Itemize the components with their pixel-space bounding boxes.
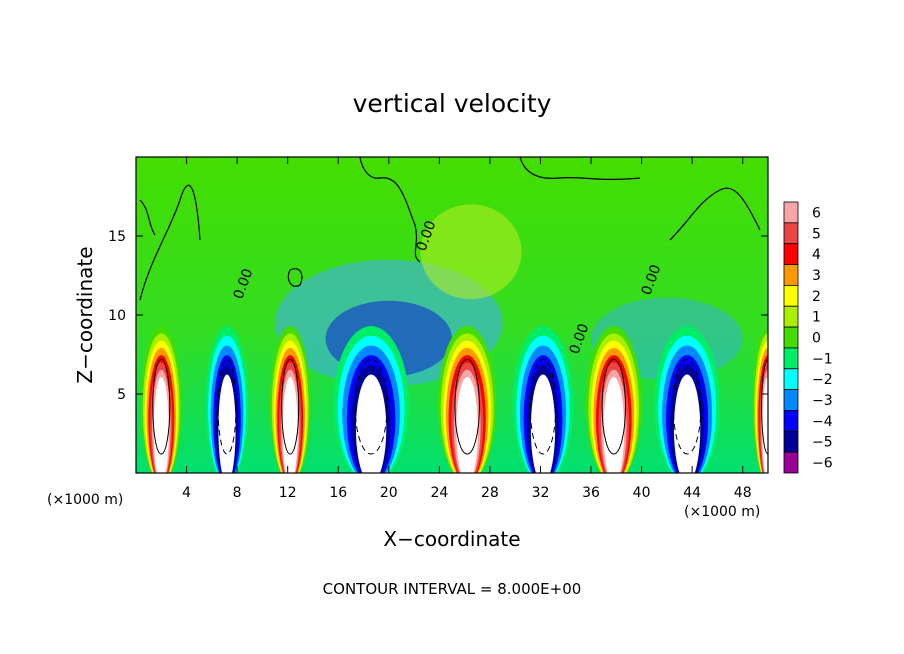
plot-area: 0.000.000.000.00 (135, 156, 769, 474)
colorbar-swatch (783, 410, 799, 432)
colorbar-label: −1 (812, 351, 833, 367)
x-tick-label: 16 (329, 485, 347, 501)
cell-ring (673, 374, 701, 473)
colorbar: 6 5 4 3 2 1 0 −1 −2 −3 −4 −5 −6 (783, 201, 833, 474)
cell-updraft-5 (438, 326, 497, 473)
zero-contour (287, 268, 303, 287)
cell-contour (761, 358, 768, 455)
colorbar-label: 4 (812, 247, 821, 263)
colorbar-swatch (783, 243, 799, 265)
cell-ring (153, 376, 169, 473)
cell-ring (218, 374, 236, 473)
colorbar-swatch (783, 389, 799, 411)
cell-contour (281, 358, 300, 455)
colorbar-swatch (783, 284, 799, 307)
colorbar-swatch (783, 326, 799, 349)
y-axis-label: Z−coordinate (73, 246, 97, 383)
cell-contour (152, 358, 171, 455)
cell-updraft-1 (141, 326, 182, 473)
cell-contour (601, 358, 626, 455)
colorbar-swatch (783, 430, 799, 453)
x-tick-label: 40 (633, 485, 651, 501)
colorbar-label: 2 (812, 289, 821, 305)
colorbar-label: −6 (812, 456, 833, 472)
cell-ring (530, 374, 556, 473)
x-tick-label: 4 (182, 485, 191, 501)
x-axis: 4 8 12 16 20 24 28 32 36 40 44 48 (182, 157, 752, 501)
cell-downdraft-6 (512, 326, 574, 473)
colorbar-swatch (783, 368, 799, 391)
y-tick-label: 15 (108, 229, 126, 245)
x-tick-label: 8 (233, 485, 242, 501)
cell-ring (603, 376, 625, 473)
colorbar-label: −3 (812, 393, 833, 409)
cell-ring (355, 374, 387, 473)
colorbar-label: −4 (812, 414, 833, 430)
cell-ring (282, 376, 298, 473)
cell-contour (217, 358, 237, 455)
contour-interval-note: CONTOUR INTERVAL = 8.000E+00 (323, 580, 582, 598)
x-tick-label: 36 (582, 485, 600, 501)
chart-title: vertical velocity (353, 89, 552, 118)
haze-yellow (420, 204, 522, 300)
x-tick-label: 20 (380, 485, 398, 501)
x-tick-label: 32 (532, 485, 550, 501)
colorbar-label: 0 (812, 331, 821, 347)
cell-updraft-7 (585, 326, 642, 473)
x-tick-label: 48 (734, 485, 752, 501)
x-tick-label: 24 (430, 485, 448, 501)
zero-contour (139, 184, 201, 301)
x-unit-label-right: (×1000 m) (684, 504, 760, 520)
cell-ring (762, 376, 768, 473)
colorbar-label: −2 (812, 372, 833, 388)
zero-contour (669, 187, 761, 241)
colorbar-swatch (783, 222, 799, 245)
y-tick-label: 10 (108, 308, 126, 324)
colorbar-label: 5 (812, 226, 821, 242)
cell-contour (454, 358, 480, 455)
cell-contour (672, 358, 702, 455)
colorbar-label: 3 (812, 268, 821, 284)
cell-downdraft-2 (205, 326, 249, 473)
colorbar-swatch (783, 347, 799, 370)
x-tick-label: 44 (683, 485, 701, 501)
cell-downdraft-4 (333, 326, 410, 473)
colorbar-swatch (783, 201, 799, 224)
zero-contour (519, 157, 641, 180)
colorbar-swatch (783, 451, 799, 474)
colorbar-label: 6 (812, 205, 821, 221)
y-tick-label: 5 (117, 387, 126, 403)
cell-updraft-3 (269, 326, 311, 473)
x-tick-label: 12 (279, 485, 297, 501)
colorbar-swatch (783, 305, 799, 328)
x-tick-label: 28 (481, 485, 499, 501)
cell-updraft-9 (752, 326, 768, 473)
colorbar-label: 1 (812, 310, 821, 326)
x-unit-label-left: (×1000 m) (47, 492, 123, 508)
colorbar-label: −5 (812, 435, 833, 451)
cell-contour (529, 358, 557, 455)
cell-ring (456, 376, 478, 473)
cell-contour (354, 358, 388, 455)
cell-downdraft-8 (654, 326, 720, 473)
colorbar-swatch (783, 264, 799, 286)
field: 0.000.000.000.00 (136, 157, 768, 473)
y-axis: 5 10 15 (108, 229, 768, 403)
x-axis-label: X−coordinate (383, 527, 520, 551)
zero-contour (359, 157, 421, 263)
zero-contour (139, 199, 156, 236)
